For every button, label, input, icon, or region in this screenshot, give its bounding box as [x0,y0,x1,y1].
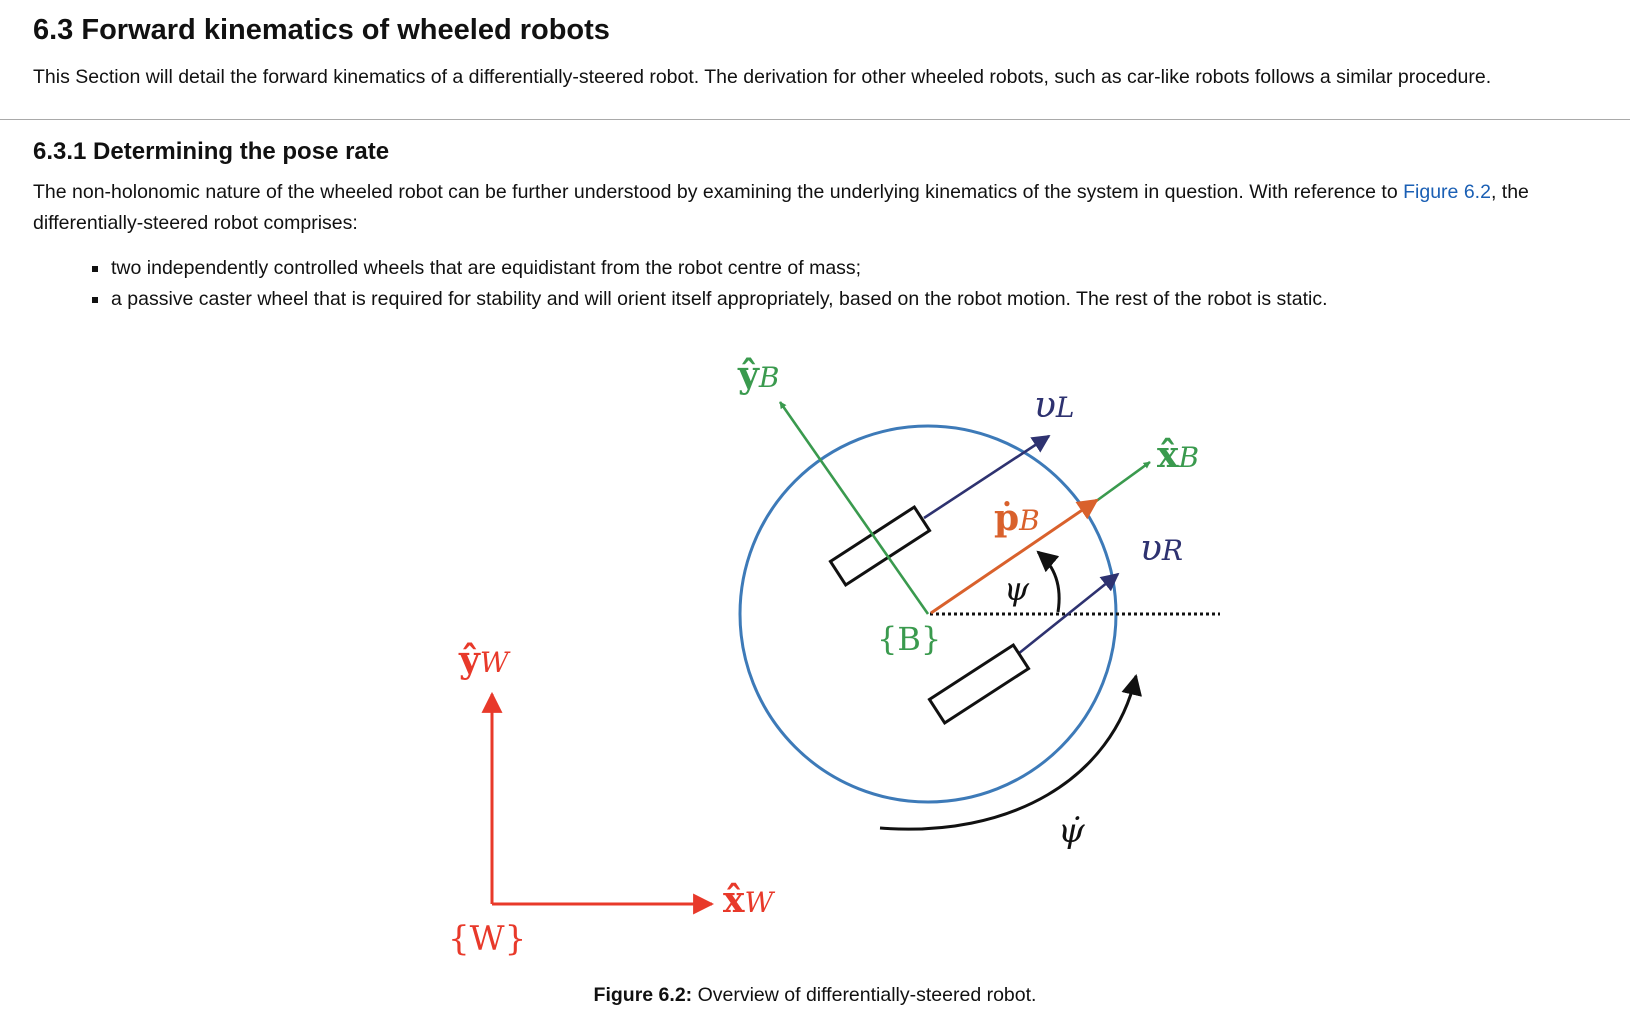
psi-rate-arc [879,673,1142,831]
subsection-title: 6.3.1 Determining the pose rate [33,138,390,165]
left-velocity-label: υL [1034,385,1074,426]
body-x-label: x̂B [1157,434,1199,476]
component-list: two independently controlled wheels that… [92,253,1327,315]
list-item: two independently controlled wheels that… [92,253,1327,284]
pose-rate-arrow [930,498,1099,615]
paragraph-text-before-link: The non-holonomic nature of the wheeled … [33,181,1404,203]
list-item: a passive caster wheel that is required … [92,284,1327,315]
right-velocity-label: υR [1140,528,1183,569]
right-wheel-velocity-arrow [1017,572,1120,656]
world-y-label: ŷW [458,639,511,681]
body-x-axis-arrow [1087,460,1151,509]
right-wheel [927,642,1031,726]
world-frame-label: {W} [448,919,526,959]
pose-rate-label: ṗB [994,497,1040,539]
body-frame-label: {B} [877,620,941,658]
psi-angle-arc [1036,550,1061,613]
world-x-label: x̂W [723,879,775,921]
robot-kinematics-figure: ŷB υL x̂B ṗB υR ψ {B} ŷW x̂W {W} ψ̇ [448,354,1220,959]
figure-link[interactable]: Figure 6.2 [1403,181,1491,203]
section-divider [0,119,1630,120]
body-y-axis-arrow [778,401,930,615]
section-title: 6.3 Forward kinematics of wheeled robots [33,14,610,46]
figure-caption: Figure 6.2: Overview of differentially-s… [0,984,1630,1007]
left-wheel-velocity-arrow [923,434,1051,520]
body-y-label: ŷB [737,354,780,396]
subsection-paragraph: The non-holonomic nature of the wheeled … [33,177,1618,239]
section-intro: This Section will detail the forward kin… [33,66,1492,88]
caption-label: Figure 6.2: [593,984,693,1006]
psi-rate-label: ψ̇ [1058,811,1085,851]
paragraph-text-after-link: , the differentially-steered robot compr… [33,181,1529,234]
caption-text: Overview of differentially-steered robot… [692,984,1037,1006]
psi-label: ψ [1004,570,1030,608]
